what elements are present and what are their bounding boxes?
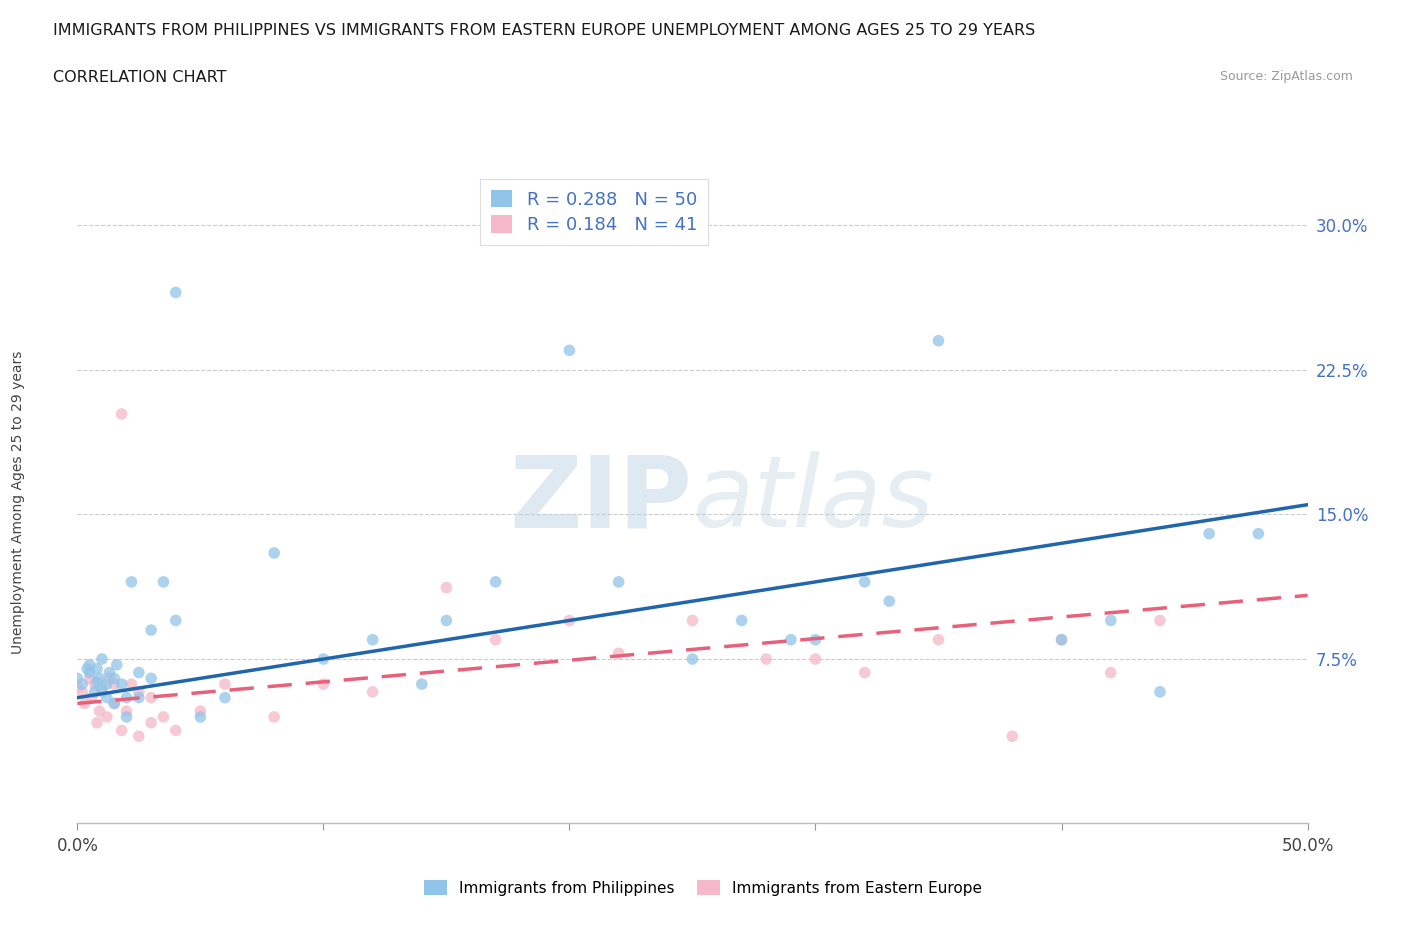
Point bbox=[804, 652, 827, 667]
Text: Unemployment Among Ages 25 to 29 years: Unemployment Among Ages 25 to 29 years bbox=[11, 351, 25, 654]
Point bbox=[190, 710, 212, 724]
Point bbox=[103, 696, 125, 711]
Point bbox=[111, 723, 132, 737]
Point bbox=[115, 710, 138, 724]
Point bbox=[86, 715, 108, 730]
Point bbox=[165, 613, 187, 628]
Point bbox=[121, 575, 143, 590]
Point bbox=[128, 684, 150, 699]
Point bbox=[165, 723, 187, 737]
Point bbox=[90, 684, 114, 699]
Text: CORRELATION CHART: CORRELATION CHART bbox=[53, 70, 226, 85]
Point bbox=[103, 671, 125, 685]
Point bbox=[121, 677, 143, 692]
Point bbox=[66, 671, 89, 685]
Point bbox=[1149, 613, 1171, 628]
Point bbox=[1149, 684, 1171, 699]
Point bbox=[111, 677, 132, 692]
Point bbox=[111, 406, 132, 421]
Point bbox=[607, 575, 630, 590]
Point bbox=[89, 671, 111, 685]
Point bbox=[1099, 613, 1122, 628]
Point bbox=[755, 652, 778, 667]
Legend: R = 0.288   N = 50, R = 0.184   N = 41: R = 0.288 N = 50, R = 0.184 N = 41 bbox=[479, 179, 709, 245]
Point bbox=[485, 575, 508, 590]
Point bbox=[98, 665, 121, 680]
Point bbox=[607, 645, 630, 660]
Point bbox=[361, 632, 384, 647]
Point bbox=[105, 658, 128, 672]
Point bbox=[152, 710, 174, 724]
Point bbox=[928, 632, 950, 647]
Point bbox=[682, 613, 704, 628]
Point bbox=[928, 333, 950, 348]
Point bbox=[853, 575, 876, 590]
Point bbox=[1001, 729, 1024, 744]
Point bbox=[141, 690, 163, 705]
Text: IMMIGRANTS FROM PHILIPPINES VS IMMIGRANTS FROM EASTERN EUROPE UNEMPLOYMENT AMONG: IMMIGRANTS FROM PHILIPPINES VS IMMIGRANT… bbox=[53, 23, 1036, 38]
Point bbox=[98, 671, 121, 685]
Point bbox=[190, 704, 212, 719]
Point bbox=[103, 677, 125, 692]
Point bbox=[436, 580, 458, 595]
Point bbox=[1099, 665, 1122, 680]
Point bbox=[115, 690, 138, 705]
Point bbox=[90, 652, 114, 667]
Text: ZIP: ZIP bbox=[509, 451, 693, 549]
Point bbox=[804, 632, 827, 647]
Point bbox=[83, 684, 105, 699]
Point bbox=[103, 696, 125, 711]
Point bbox=[96, 690, 118, 705]
Point bbox=[214, 677, 236, 692]
Point bbox=[76, 661, 98, 676]
Point bbox=[853, 665, 876, 680]
Text: atlas: atlas bbox=[693, 451, 934, 549]
Point bbox=[79, 658, 101, 672]
Point bbox=[90, 681, 114, 696]
Point bbox=[73, 696, 96, 711]
Legend: Immigrants from Philippines, Immigrants from Eastern Europe: Immigrants from Philippines, Immigrants … bbox=[418, 874, 988, 902]
Point bbox=[96, 677, 118, 692]
Point bbox=[558, 613, 581, 628]
Point bbox=[411, 677, 433, 692]
Point bbox=[263, 546, 285, 561]
Point bbox=[96, 710, 118, 724]
Point bbox=[79, 671, 101, 685]
Point bbox=[361, 684, 384, 699]
Point bbox=[436, 613, 458, 628]
Point bbox=[70, 684, 93, 699]
Point bbox=[141, 671, 163, 685]
Point bbox=[1198, 526, 1220, 541]
Point bbox=[485, 632, 508, 647]
Point bbox=[879, 593, 901, 608]
Point bbox=[558, 343, 581, 358]
Point bbox=[86, 661, 108, 676]
Point bbox=[780, 632, 803, 647]
Point bbox=[82, 690, 104, 705]
Point bbox=[152, 575, 174, 590]
Point bbox=[66, 681, 89, 696]
Point bbox=[263, 710, 285, 724]
Text: Source: ZipAtlas.com: Source: ZipAtlas.com bbox=[1219, 70, 1353, 83]
Point bbox=[79, 665, 101, 680]
Point bbox=[731, 613, 754, 628]
Point bbox=[1050, 632, 1073, 647]
Point bbox=[312, 677, 335, 692]
Point bbox=[1050, 632, 1073, 647]
Point bbox=[141, 623, 163, 638]
Point bbox=[128, 729, 150, 744]
Point bbox=[1247, 526, 1270, 541]
Point bbox=[312, 652, 335, 667]
Point bbox=[83, 677, 105, 692]
Point bbox=[89, 704, 111, 719]
Point bbox=[682, 652, 704, 667]
Point bbox=[165, 285, 187, 299]
Point bbox=[128, 690, 150, 705]
Point bbox=[141, 715, 163, 730]
Point bbox=[214, 690, 236, 705]
Point bbox=[128, 665, 150, 680]
Point bbox=[70, 677, 93, 692]
Point bbox=[115, 704, 138, 719]
Point bbox=[86, 675, 108, 690]
